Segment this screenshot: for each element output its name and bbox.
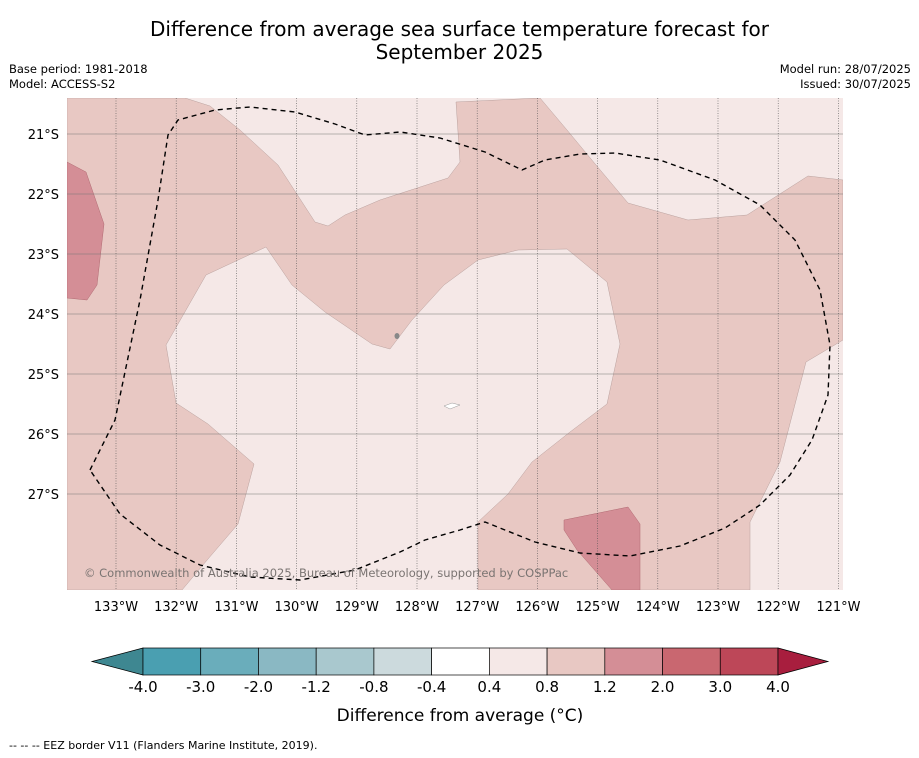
longitude-label: 124°W	[636, 600, 680, 615]
longitude-label: 130°W	[275, 600, 319, 615]
latitude-label: 21°S	[28, 128, 59, 143]
colorbar-swatch	[315, 647, 375, 676]
anomaly-region-1-2-2-0-west	[67, 161, 105, 301]
colorbar-tick-label: -0.4	[417, 678, 446, 696]
colorbar-tick-label: -2.0	[244, 678, 273, 696]
island-marker	[394, 333, 400, 339]
colorbar-tick-label: 2.0	[651, 678, 675, 696]
colorbar-swatch	[546, 647, 606, 676]
latitude-label: 23°S	[28, 248, 59, 263]
colorbar-tick-label: -1.2	[302, 678, 331, 696]
model-text: Model: ACCESS-S2	[9, 77, 116, 91]
longitude-label: 133°W	[94, 600, 138, 615]
meta-right: Model run: 28/07/2025 Issued: 30/07/2025	[780, 62, 911, 92]
latitude-label: 22°S	[28, 188, 59, 203]
longitude-label: 121°W	[816, 600, 860, 615]
copyright-text: © Commonwealth of Australia 2025, Bureau…	[84, 566, 568, 580]
title-line-1: Difference from average sea surface temp…	[149, 17, 769, 41]
colorbar-swatch	[431, 647, 490, 676]
longitude-label: 132°W	[154, 600, 198, 615]
graticule	[67, 98, 843, 590]
anomaly-region-1-2-2-0-south	[563, 506, 641, 590]
latitude-label: 26°S	[28, 428, 59, 443]
colorbar-tick-label: 4.0	[766, 678, 790, 696]
longitude-label: 131°W	[214, 600, 258, 615]
latitude-label: 24°S	[28, 308, 59, 323]
latitude-labels: 21°S 22°S 23°S 24°S 25°S 26°S 27°S	[28, 128, 59, 503]
colorbar-swatch	[200, 647, 259, 676]
eez-legend-footer: -- -- -- EEZ border V11 (Flanders Marine…	[9, 739, 318, 752]
longitude-label: 123°W	[696, 600, 740, 615]
longitude-labels: 133°W 132°W 131°W 130°W 129°W 128°W 127°W 126°W…	[94, 600, 861, 615]
longitude-label: 122°W	[756, 600, 800, 615]
longitude-label: 127°W	[455, 600, 499, 615]
model-run-text: Model run: 28/07/2025	[779, 62, 911, 76]
longitude-label: 128°W	[395, 600, 439, 615]
colorbar-under-arrow	[90, 647, 144, 676]
colorbar-tick-label: 0.4	[477, 678, 501, 696]
longitude-label: 129°W	[335, 600, 379, 615]
chart-title: Difference from average sea surface temp…	[0, 18, 919, 64]
colorbar-swatch	[142, 647, 202, 676]
eez-border-line	[89, 106, 831, 581]
colorbar-swatch	[489, 647, 548, 676]
longitude-label: 126°W	[515, 600, 559, 615]
colorbar-swatch	[373, 647, 432, 676]
colorbar-tick-label: -0.8	[359, 678, 388, 696]
latitude-label: 27°S	[28, 488, 59, 503]
colorbar-swatch	[719, 647, 779, 676]
anomaly-region-0-8-1-2	[67, 98, 843, 590]
colorbar-swatch	[662, 647, 721, 676]
meta-left: Base period: 1981-2018 Model: ACCESS-S2	[9, 62, 148, 92]
colorbar-tick-label: -3.0	[186, 678, 215, 696]
map-field	[67, 98, 843, 590]
latitude-label: 25°S	[28, 368, 59, 383]
colorbar-swatch	[604, 647, 663, 676]
colorbar-swatch	[258, 647, 317, 676]
issued-text: Issued: 30/07/2025	[800, 77, 911, 91]
colorbar: -4.0 -3.0 -2.0 -1.2 -0.8 -0.4 0.4 0.8 1.2 2.0 3.0 4…	[90, 647, 830, 696]
colorbar-label: Difference from average (°C)	[337, 706, 584, 726]
anomaly-patch-white	[443, 402, 461, 410]
title-line-2: September 2025	[375, 40, 544, 64]
colorbar-tick-label: 0.8	[535, 678, 559, 696]
colorbar-tick-label: -4.0	[128, 678, 157, 696]
colorbar-over-arrow	[777, 647, 830, 676]
base-period-text: Base period: 1981-2018	[9, 62, 148, 76]
colorbar-tick-label: 1.2	[593, 678, 617, 696]
colorbar-tick-label: 3.0	[708, 678, 732, 696]
longitude-label: 125°W	[576, 600, 620, 615]
